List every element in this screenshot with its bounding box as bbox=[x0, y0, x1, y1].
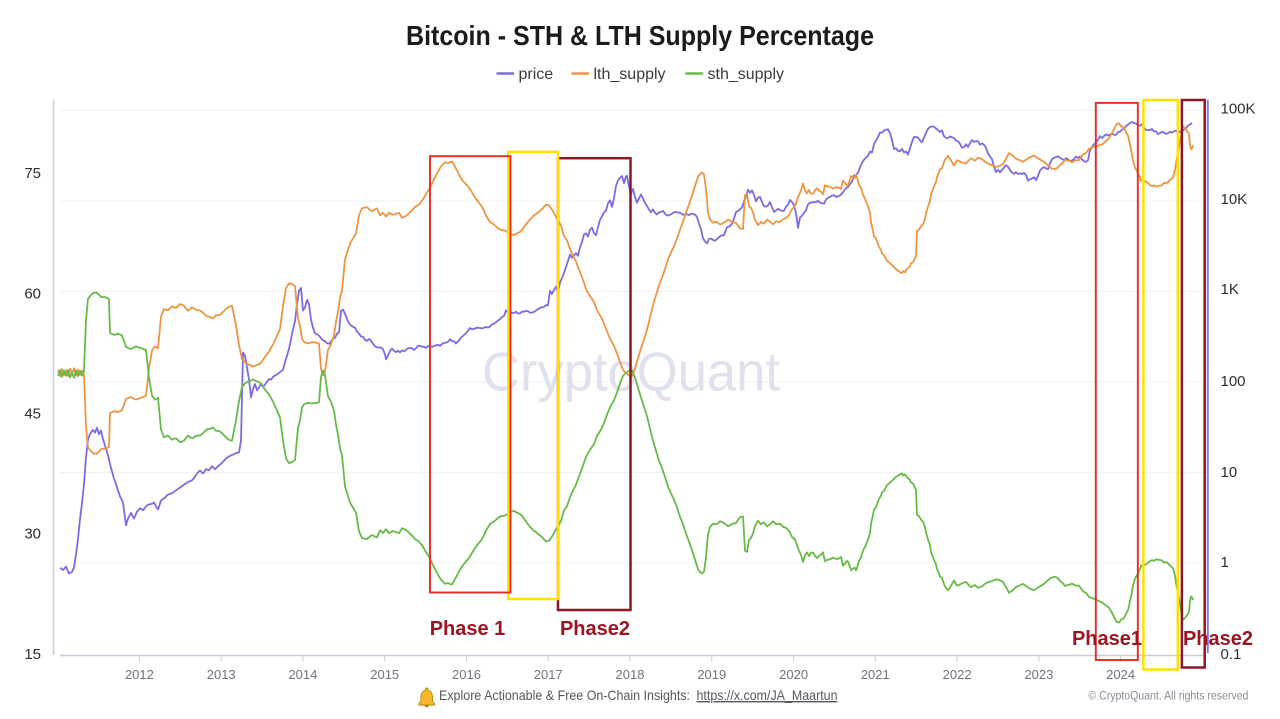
svg-text:0.1: 0.1 bbox=[1221, 646, 1242, 663]
svg-text:© CryptoQuant. All rights rese: © CryptoQuant. All rights reserved bbox=[1088, 691, 1248, 703]
svg-text:10: 10 bbox=[1221, 464, 1238, 481]
svg-text:price: price bbox=[519, 66, 554, 83]
svg-text:Bitcoin - STH & LTH Supply Per: Bitcoin - STH & LTH Supply Percentage bbox=[406, 20, 874, 51]
svg-text:2012: 2012 bbox=[125, 667, 154, 682]
svg-text:2018: 2018 bbox=[616, 667, 645, 682]
svg-text:2017: 2017 bbox=[534, 667, 563, 682]
svg-text:2020: 2020 bbox=[779, 667, 808, 682]
svg-text:75: 75 bbox=[24, 165, 41, 182]
svg-text:2014: 2014 bbox=[288, 667, 317, 682]
svg-text:2023: 2023 bbox=[1024, 667, 1053, 682]
svg-text:30: 30 bbox=[24, 526, 41, 543]
svg-text:100K: 100K bbox=[1221, 101, 1256, 118]
svg-text:60: 60 bbox=[24, 285, 41, 302]
svg-text:2022: 2022 bbox=[943, 667, 972, 682]
svg-text:Explore Actionable & Free On-C: Explore Actionable & Free On-Chain Insig… bbox=[439, 687, 690, 703]
svg-text:Phase 1: Phase 1 bbox=[430, 618, 506, 640]
svg-text:Phase2: Phase2 bbox=[1183, 628, 1253, 650]
svg-text:15: 15 bbox=[24, 646, 41, 663]
svg-text:10K: 10K bbox=[1221, 191, 1248, 208]
svg-text:Phase2: Phase2 bbox=[560, 618, 630, 640]
svg-text:2013: 2013 bbox=[207, 667, 236, 682]
svg-text:2019: 2019 bbox=[697, 667, 726, 682]
svg-text:Phase1: Phase1 bbox=[1072, 628, 1142, 650]
svg-text:1K: 1K bbox=[1221, 281, 1239, 298]
svg-text:100: 100 bbox=[1221, 373, 1246, 390]
svg-text:2024: 2024 bbox=[1106, 667, 1135, 682]
svg-text:45: 45 bbox=[24, 406, 41, 423]
svg-text:sth_supply: sth_supply bbox=[708, 66, 785, 83]
svg-text:https://x.com/JA_Maartun: https://x.com/JA_Maartun bbox=[697, 687, 838, 703]
svg-text:2016: 2016 bbox=[452, 667, 481, 682]
svg-text:2015: 2015 bbox=[370, 667, 399, 682]
svg-text:lth_supply: lth_supply bbox=[594, 66, 666, 83]
svg-text:1: 1 bbox=[1221, 554, 1229, 571]
svg-text:2021: 2021 bbox=[861, 667, 890, 682]
